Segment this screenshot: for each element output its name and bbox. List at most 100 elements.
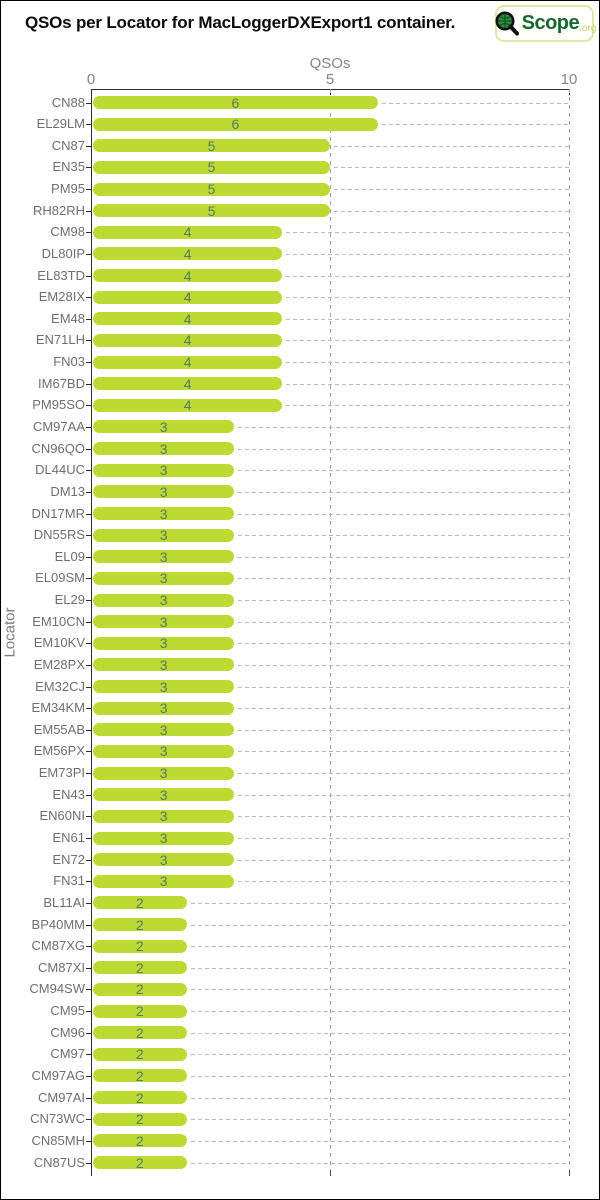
bar-value: 2: [135, 1089, 144, 1106]
row-label: EL09: [54, 548, 85, 564]
bar: [93, 1047, 187, 1061]
bar-value: 2: [135, 938, 144, 955]
row-label: EM10CN: [32, 613, 85, 629]
row-label: RH82RH: [32, 202, 85, 218]
bar: [93, 615, 235, 629]
y-axis-tickmark: [86, 535, 91, 537]
row-label: CM94SW: [29, 981, 85, 997]
row-label: CM97: [50, 1046, 85, 1062]
y-axis-tickmark: [86, 1011, 91, 1013]
leader-line: [238, 600, 569, 602]
y-axis-tickmark: [86, 556, 91, 558]
row-label: IM67BD: [38, 375, 85, 391]
bar: [93, 701, 235, 715]
row-label: EM10KV: [33, 635, 85, 651]
xaxis-title: QSOs: [309, 55, 351, 72]
y-axis-tickmark: [86, 470, 91, 472]
bar: [93, 204, 330, 218]
row-label: EN60NI: [39, 808, 85, 824]
leader-line: [190, 989, 569, 991]
leader-line: [238, 643, 569, 645]
leader-line: [334, 210, 569, 212]
bar-value: 5: [207, 137, 216, 154]
x-axis-tickmark: [91, 89, 92, 95]
row-label: CM97AG: [31, 1067, 85, 1083]
y-axis-tickmark: [86, 1075, 91, 1077]
bar: [93, 550, 235, 564]
leader-line: [381, 102, 569, 104]
row-label: CM98: [50, 224, 85, 240]
y-axis-tickmark: [86, 145, 91, 147]
bar: [93, 593, 235, 607]
leader-line: [381, 124, 569, 126]
y-axis-tickmark: [86, 989, 91, 991]
row-label: CN88: [51, 94, 85, 110]
row-label: EM28IX: [38, 289, 85, 305]
bar-value: 4: [183, 289, 192, 306]
row-label: EN72: [52, 851, 85, 867]
leader-line: [238, 838, 569, 840]
bar: [93, 442, 235, 456]
y-axis-tickmark: [86, 1162, 91, 1164]
leader-line: [238, 729, 569, 731]
row-label: EL83TD: [37, 267, 85, 283]
bar-value: 5: [207, 159, 216, 176]
bar-value: 4: [183, 245, 192, 262]
leader-line: [238, 881, 569, 883]
leader-line: [238, 621, 569, 623]
bar-value: 2: [135, 894, 144, 911]
bar: [93, 788, 235, 802]
y-axis-line: [91, 89, 92, 1176]
leader-line: [238, 491, 569, 493]
bar-value: 3: [159, 786, 168, 803]
y-axis-tickmark: [86, 275, 91, 277]
leader-line: [238, 578, 569, 580]
qscope-logo[interactable]: Scope .org: [495, 5, 596, 42]
leader-line: [238, 794, 569, 796]
bar: [93, 766, 235, 780]
bar-value: 3: [159, 721, 168, 738]
y-axis-tickmark: [86, 124, 91, 126]
leader-line: [190, 1140, 569, 1142]
logo-brand-text: Scope: [521, 12, 580, 34]
row-label: CN85MH: [31, 1132, 85, 1148]
bar-value: 3: [159, 505, 168, 522]
row-label: EN35: [52, 159, 85, 175]
bar-value: 3: [159, 851, 168, 868]
leader-line: [286, 232, 569, 234]
row-label: CM87XG: [31, 938, 85, 954]
leader-line: [190, 1032, 569, 1034]
row-label: DL80IP: [41, 245, 85, 261]
bar: [93, 939, 187, 953]
row-label: CM97AI: [38, 1089, 85, 1105]
y-axis-tickmark: [86, 773, 91, 775]
row-label: FN31: [53, 873, 85, 889]
leader-line: [286, 405, 569, 407]
row-label: EM28PX: [33, 656, 85, 672]
leader-line: [238, 773, 569, 775]
y-axis-tickmark: [86, 102, 91, 104]
bar: [93, 269, 283, 283]
leader-line: [334, 189, 569, 191]
bar: [93, 744, 235, 758]
y-axis-tickmark: [86, 1054, 91, 1056]
row-label: EN71LH: [35, 332, 85, 348]
y-axis-tickmark: [86, 967, 91, 969]
leader-line: [238, 470, 569, 472]
y-axis-tickmark: [86, 167, 91, 169]
y-axis-tickmark: [86, 491, 91, 493]
leader-line: [238, 664, 569, 666]
x-axis-bottom-tickmark: [569, 1170, 570, 1176]
y-axis-tickmark: [86, 729, 91, 731]
leader-line: [190, 1119, 569, 1121]
bar: [93, 463, 235, 477]
leader-line: [286, 253, 569, 255]
y-axis-tickmark: [86, 643, 91, 645]
row-label: DL44UC: [35, 462, 85, 478]
row-label: CM95: [50, 1003, 85, 1019]
bar: [93, 420, 235, 434]
row-label: EL29LM: [36, 116, 85, 132]
y-axis-tickmark: [86, 1032, 91, 1034]
bar: [93, 1134, 187, 1148]
bar-value: 3: [159, 635, 168, 652]
